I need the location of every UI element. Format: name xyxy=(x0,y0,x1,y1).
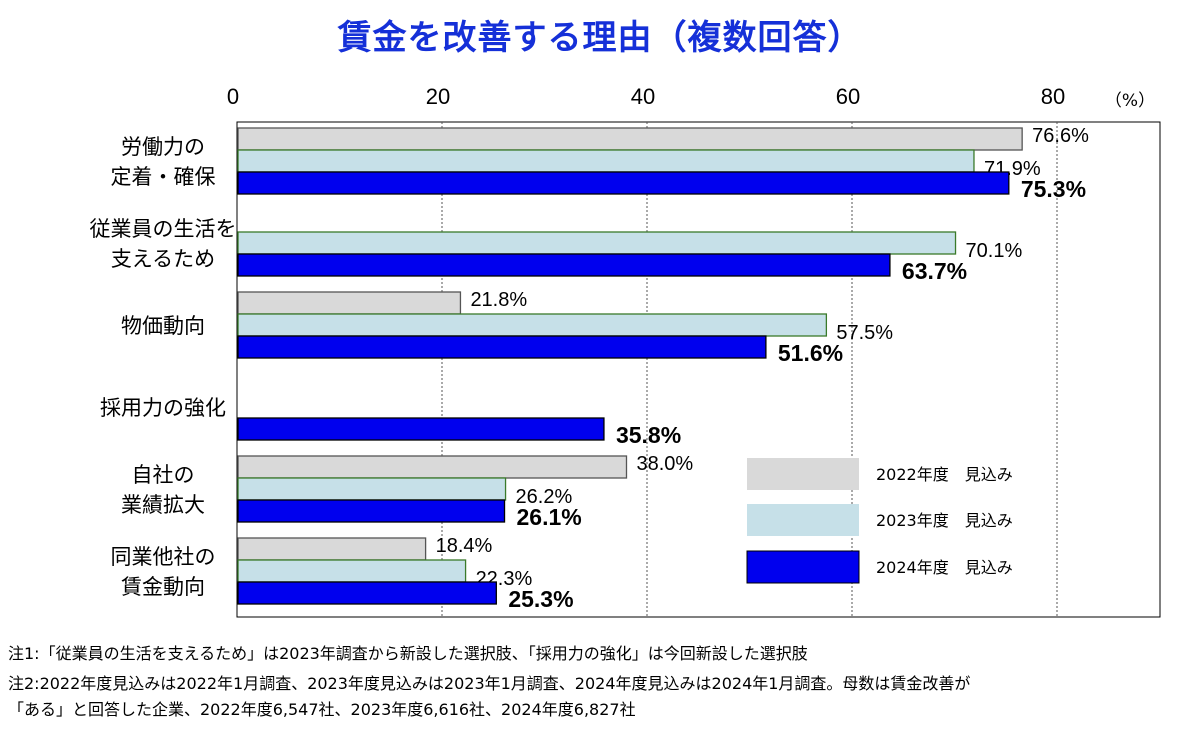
bar xyxy=(237,417,605,441)
category-label: 従業員の生活を xyxy=(90,217,237,241)
footnote-1: 注1:「従業員の生活を支えるため」は2023年調査から新設した選択肢、「採用力の… xyxy=(8,644,808,663)
bar xyxy=(237,253,891,277)
bar xyxy=(237,127,1023,151)
data-label: 25.3% xyxy=(508,586,573,612)
category-label: 定着・確保 xyxy=(111,165,216,189)
footnote-2: 注2:2022年度見込みは2022年1月調査、2023年度見込みは2023年1月… xyxy=(8,674,971,693)
bar-chart: 0 20 40 60 80 （%） 労働力の定着・確保従業員の生活を支えるため物価動向採用力… xyxy=(90,84,1161,618)
category-label: 賃金動向 xyxy=(121,575,205,599)
unit-label: （%） xyxy=(1105,91,1155,111)
category-label: 業績拡大 xyxy=(121,493,205,517)
x-tick-label: 40 xyxy=(631,84,655,109)
bar xyxy=(237,581,497,605)
bar xyxy=(237,477,507,501)
data-label: 18.4% xyxy=(436,535,493,557)
bar xyxy=(237,149,975,173)
x-tick-label: 20 xyxy=(426,84,450,109)
data-label: 51.6% xyxy=(778,340,843,366)
category-label: 自社の xyxy=(132,463,195,487)
data-label: 76.6% xyxy=(1032,125,1089,147)
data-label: 26.2% xyxy=(516,486,573,508)
x-tick-label: 80 xyxy=(1041,84,1065,109)
data-label: 57.5% xyxy=(836,322,893,344)
bar xyxy=(237,455,628,479)
footnote-3: 「ある」と回答した企業、2022年度6,547社、2023年度6,616社、20… xyxy=(8,700,636,719)
chart-title: 賃金を改善する理由（複数回答） xyxy=(337,18,863,58)
legend-swatch xyxy=(747,504,859,536)
category-label: 物価動向 xyxy=(121,314,205,338)
data-label: 38.0% xyxy=(637,453,694,475)
bar xyxy=(237,291,462,315)
category-label: 同業他社の xyxy=(111,545,216,569)
legend-label: 2023年度 見込み xyxy=(876,511,1013,530)
bar xyxy=(237,335,767,359)
data-label: 63.7% xyxy=(902,258,967,284)
legend-label: 2024年度 見込み xyxy=(876,558,1013,577)
x-tick-label: 60 xyxy=(836,84,860,109)
data-label: 35.8% xyxy=(616,422,681,448)
data-label: 21.8% xyxy=(470,289,527,311)
bar xyxy=(237,559,467,583)
x-tick-label: 0 xyxy=(227,84,239,109)
legend-swatch xyxy=(746,550,860,584)
data-label: 75.3% xyxy=(1021,176,1086,202)
data-label: 26.1% xyxy=(517,504,582,530)
category-label: 労働力の xyxy=(121,135,205,159)
category-label: 採用力の強化 xyxy=(100,396,226,420)
bar xyxy=(237,231,957,255)
plot-area xyxy=(236,121,1161,618)
bar xyxy=(237,499,506,523)
bar xyxy=(237,313,828,337)
legend-swatch xyxy=(747,458,859,490)
legend-label: 2022年度 見込み xyxy=(876,465,1013,484)
category-label: 支えるため xyxy=(111,247,215,271)
data-label: 70.1% xyxy=(966,240,1023,262)
bar xyxy=(237,537,427,561)
bar xyxy=(237,171,1010,195)
